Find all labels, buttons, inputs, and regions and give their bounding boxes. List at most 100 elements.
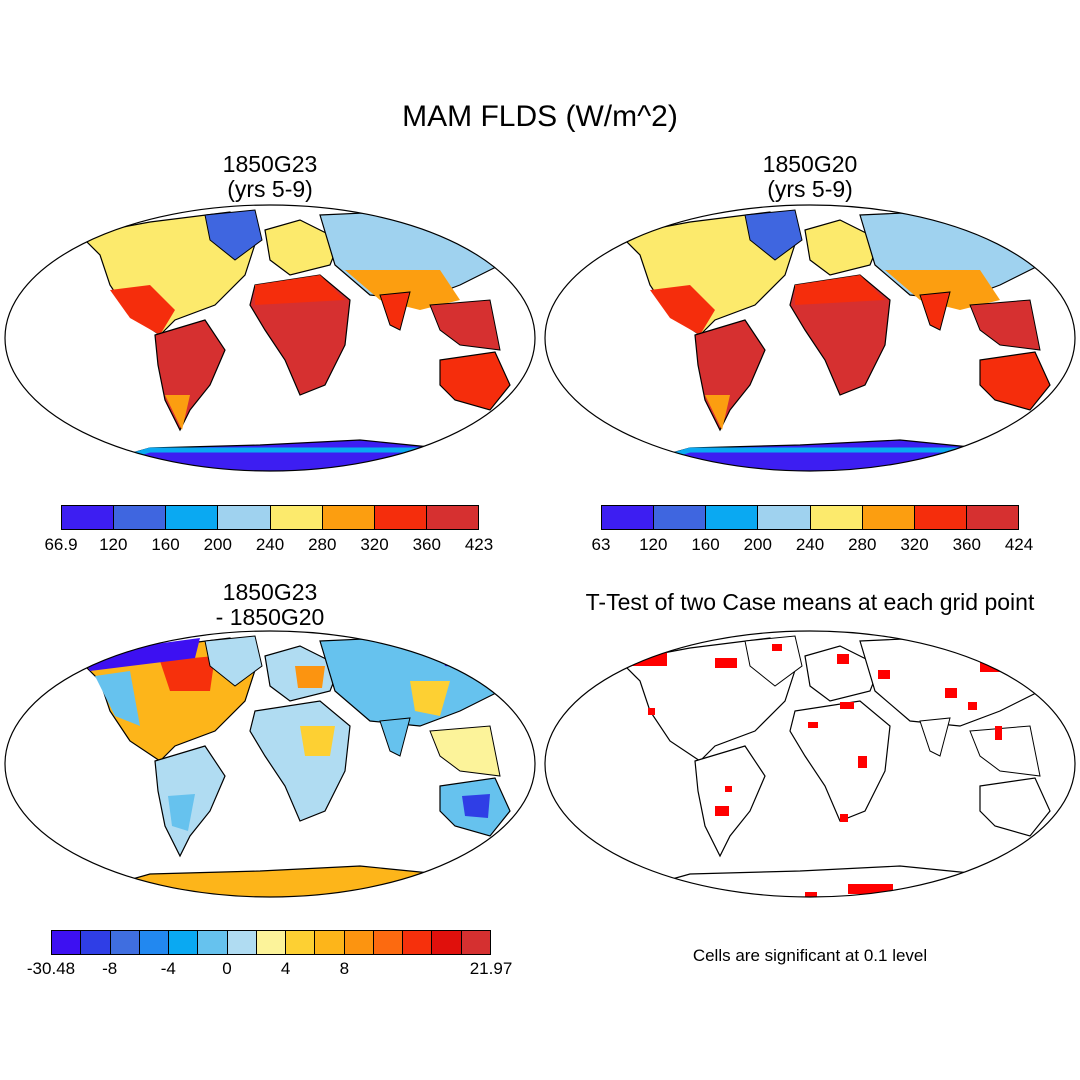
panel1-asia-south [345, 270, 460, 310]
panel2-south-america-tip [705, 395, 730, 430]
colorbar-1-tick-label: 66.9 [44, 535, 78, 554]
panel1-years-label: (yrs 5-9) [227, 176, 313, 202]
sig-cell [878, 670, 890, 679]
panel1-india [379, 291, 411, 331]
colorbar-2-swatch [706, 506, 759, 529]
panel2-asia-south [885, 270, 1000, 310]
significance-note: Cells are significant at 0.1 level [692, 946, 928, 965]
colorbar-2-swatch [654, 506, 707, 529]
panel1-north-america-south [110, 285, 175, 335]
sig-cell [715, 658, 737, 668]
colorbar-2-tick-label: 280 [848, 535, 877, 554]
panel3-north-america-west [95, 671, 140, 726]
colorbar-1-labels: 66.9 120 160 200 240 280 320 360 423 [44, 535, 493, 557]
panel2-india [919, 291, 951, 331]
figure-title: MAM FLDS (W/m^2) [402, 100, 678, 133]
panel3-africa-warm [300, 726, 335, 756]
colorbar-1-swatch [270, 506, 323, 529]
panel2-north-america-south [650, 285, 715, 335]
panel4-india [919, 717, 951, 757]
colorbar-3-swatch [403, 931, 433, 954]
colorbar-1-tick-label: 160 [151, 535, 180, 554]
panel4-globe-outline [544, 630, 1076, 898]
panel2-case-label: 1850G20 [762, 151, 858, 177]
panel3-asia-warm [410, 681, 450, 716]
colorbar-2-swatch [914, 506, 967, 529]
panel2-se-asia [969, 299, 1041, 351]
sig-cell [837, 654, 849, 664]
panel4-map [612, 635, 1055, 897]
colorbar-3-tick-label: 0 [222, 959, 232, 978]
panel1-globe-outline [4, 204, 536, 472]
panel3-case-label: 1850G23 [222, 579, 318, 605]
colorbar-2-swatch [862, 506, 915, 529]
panel4-europe [804, 645, 881, 702]
colorbar-3-swatch [227, 931, 257, 954]
panel3-europe-hotspot [295, 666, 325, 688]
colorbar-3-tick-label: -4 [160, 959, 176, 978]
sig-cell [805, 892, 817, 897]
sig-cell [715, 806, 729, 816]
panel1-title: 1850G23 (yrs 5-9) [135, 152, 405, 202]
colorbar-2-tick-label: 120 [639, 535, 668, 554]
sig-cell [685, 896, 703, 897]
panel3-map [78, 635, 511, 897]
panel3-north-america-hotspot [160, 656, 215, 691]
panel1-map [78, 209, 511, 471]
panel3-se-asia [429, 725, 501, 777]
panel2-map [618, 209, 1051, 471]
colorbar-3-labels: -30.48 -8 -4 0 4 8 21.97 [27, 959, 512, 981]
panel4-africa [789, 700, 891, 822]
panel3-africa [249, 700, 351, 822]
panel1-south-america [154, 319, 226, 432]
panel1-australia [439, 351, 511, 411]
colorbar-2-tick-label: 360 [952, 535, 981, 554]
colorbar-1-tick-label: 423 [464, 535, 494, 554]
colorbar-3-swatch [139, 931, 170, 954]
colorbar-2-tick-label: 320 [900, 535, 929, 554]
colorbar-3-tick-label: 4 [280, 959, 291, 978]
panel3-south-america-spot [168, 794, 195, 831]
colorbar-2-swatch [810, 506, 863, 529]
panel1-south-america-tip [165, 395, 190, 430]
colorbar-1-tick-label: 120 [99, 535, 128, 554]
colorbar-1-tick-label: 360 [412, 535, 441, 554]
panel3-greenland [204, 635, 263, 687]
sig-cell [848, 884, 893, 894]
panel1-case-label: 1850G23 [222, 151, 318, 177]
colorbar-1-tick-label: 320 [360, 535, 389, 554]
panel3-india [379, 717, 411, 757]
sig-cell [648, 708, 655, 715]
panel2-africa-north [795, 275, 885, 305]
panel4-ttest-label: T-Test of two Case means at each grid po… [585, 589, 1035, 615]
panel3-globe-outline [4, 630, 536, 898]
colorbar-1-swatch [322, 506, 375, 529]
panel1-antarctica [99, 439, 471, 471]
colorbar-2-tick-label: 160 [691, 535, 720, 554]
colorbar-1-swatch [62, 506, 115, 529]
sig-cell [995, 726, 1002, 740]
colorbar-2-tick-label: 240 [795, 535, 825, 554]
colorbar-2-tick-label: 200 [743, 535, 772, 554]
colorbar-3-swatch [169, 931, 199, 954]
colorbar-3-swatch [432, 931, 462, 954]
panel1-se-asia [429, 299, 501, 351]
colorbar-3-swatch [373, 931, 404, 954]
sig-cell [945, 688, 957, 698]
sig-cell [858, 756, 867, 768]
panel2-south-america [694, 319, 766, 432]
colorbar-3-swatch [286, 931, 316, 954]
colorbar-1 [61, 505, 479, 530]
panel3-australia-cold [462, 794, 490, 818]
colorbar-3-tick-label: -8 [102, 959, 118, 978]
panel2-globe-outline [544, 204, 1076, 472]
panel2-greenland [744, 209, 803, 261]
colorbar-3-swatch [315, 931, 345, 954]
panel1-africa-north [255, 275, 345, 305]
colorbar-3-tick-label: 8 [339, 959, 350, 978]
colorbar-2-labels: 63 120 160 200 240 280 320 360 424 [592, 535, 1034, 557]
colorbar-1-swatch [166, 506, 219, 529]
panel4-antarctica [639, 865, 1011, 897]
panel3-title: 1850G23 - 1850G20 [135, 580, 405, 630]
